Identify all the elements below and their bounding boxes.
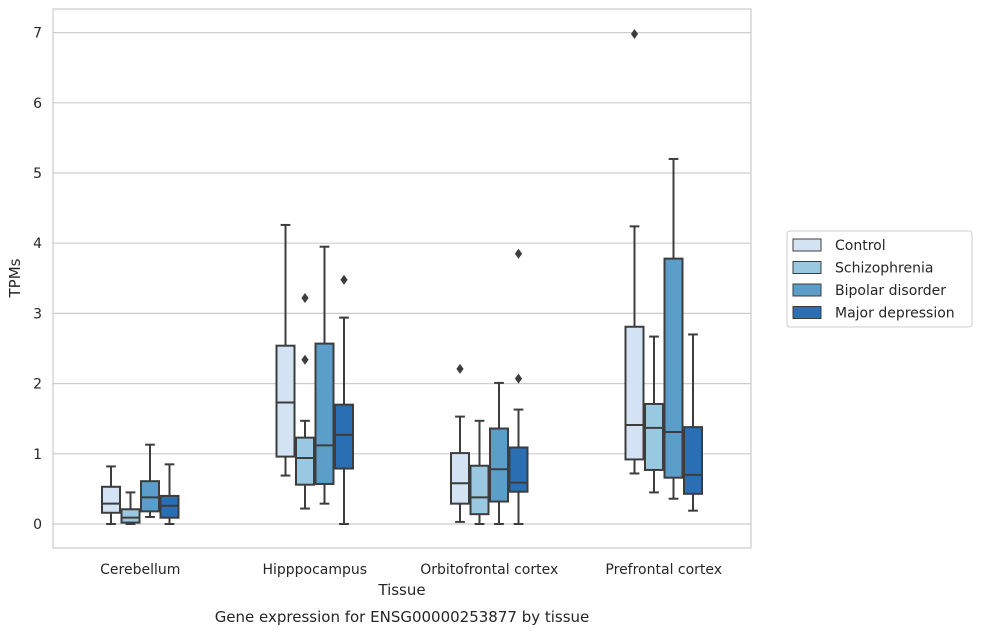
box-schizophrenia (644, 335, 664, 494)
y-tick-label: 0 (33, 517, 42, 533)
legend-label: Bipolar disorder (835, 283, 946, 299)
outlier-point (630, 29, 639, 40)
legend-label: Major depression (835, 306, 955, 322)
legend-item: Schizophrenia (792, 261, 933, 277)
x-tick-label: Orbitofrontal cortex (420, 562, 558, 578)
iqr-box (120, 508, 141, 524)
box-schizophrenia (295, 292, 315, 510)
x-axis-label: Tissue (377, 581, 425, 599)
iqr-box (624, 325, 645, 461)
legend-label: Control (835, 238, 886, 254)
box-major-depression (508, 248, 529, 525)
boxes (101, 29, 703, 525)
y-tick-label: 6 (33, 96, 42, 112)
box-control (624, 29, 645, 475)
y-tick-label: 5 (33, 166, 42, 182)
outlier-point (456, 363, 464, 374)
x-tick-labels: Cerebellum Hipppocampus Orbitofrontal cort… (100, 562, 722, 578)
iqr-box (275, 344, 296, 458)
box-major-depression (683, 333, 703, 512)
y-tick-label: 2 (33, 377, 42, 393)
box-bipolar-disorder (140, 443, 160, 518)
iqr-box (450, 452, 470, 505)
legend-item: Bipolar disorder (792, 283, 946, 299)
plot-frame (52, 8, 752, 549)
outlier-point (514, 248, 523, 259)
chart-caption: Gene expression for ENSG00000253877 by t… (215, 608, 590, 626)
y-tick-label: 3 (33, 306, 42, 322)
legend-frame (786, 230, 973, 328)
box-control (275, 223, 296, 477)
box-control (450, 363, 470, 523)
outlier-point (340, 274, 348, 285)
legend: Control Schizophrenia Bipolar disorder Majo… (786, 230, 973, 328)
legend-item: Control (792, 238, 886, 254)
iqr-box (334, 403, 354, 470)
legend-label: Schizophrenia (835, 261, 933, 277)
box-schizophrenia (120, 491, 141, 525)
x-tick-label: Prefrontal cortex (605, 562, 722, 578)
iqr-box (140, 480, 160, 513)
iqr-box (101, 485, 121, 514)
box-major-depression (159, 463, 180, 525)
outlier-point (514, 373, 523, 384)
iqr-box (314, 342, 335, 485)
iqr-box (489, 427, 509, 503)
legend-swatch (792, 283, 822, 297)
box-schizophrenia (469, 419, 490, 525)
outlier-point (301, 354, 309, 365)
legend-swatch (792, 306, 822, 319)
iqr-box (683, 426, 703, 495)
legend-swatch (792, 261, 822, 274)
gridlines (53, 31, 751, 525)
y-axis-label: TPMs (6, 258, 24, 298)
legend-item: Major depression (792, 306, 955, 322)
y-tick-label: 4 (33, 236, 42, 252)
iqr-box (644, 402, 664, 471)
iqr-box (295, 436, 315, 486)
iqr-box (159, 494, 180, 519)
y-tick-label: 7 (33, 26, 42, 42)
x-tick-label: Hipppocampus (262, 562, 367, 578)
box-bipolar-disorder (314, 245, 335, 505)
y-tick-label: 1 (33, 447, 42, 463)
box-bipolar-disorder (489, 381, 509, 525)
iqr-box (508, 446, 529, 493)
iqr-box (663, 257, 684, 479)
y-tick-labels: 0 1 2 3 4 5 6 7 (33, 26, 42, 533)
iqr-box (469, 464, 490, 516)
box-major-depression (334, 274, 354, 525)
legend-swatch (792, 238, 822, 252)
x-tick-label: Cerebellum (100, 562, 180, 578)
box-control (101, 465, 121, 525)
outlier-point (301, 292, 309, 303)
box-bipolar-disorder (663, 157, 684, 500)
